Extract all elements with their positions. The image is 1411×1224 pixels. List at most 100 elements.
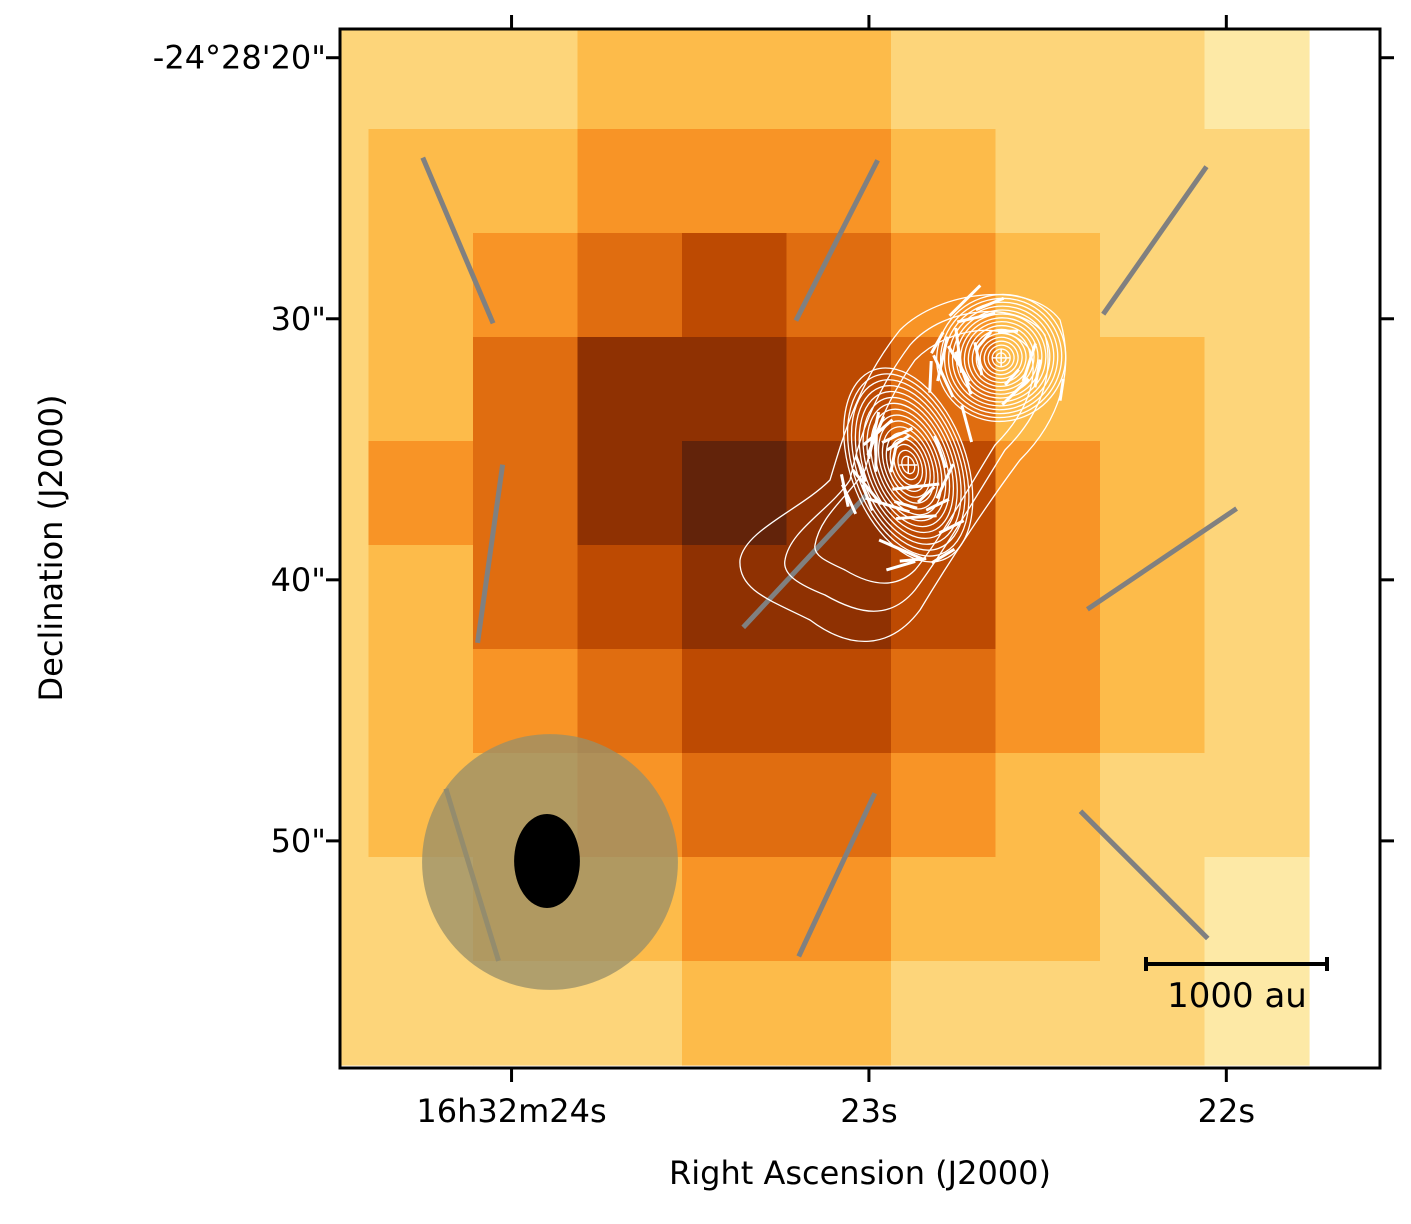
contour	[889, 437, 927, 492]
heatmap-cell	[1100, 545, 1206, 650]
heatmap-cell	[891, 753, 997, 858]
x-tick-label: 16h32m24s	[416, 1092, 606, 1130]
heatmap-cell	[368, 129, 474, 234]
heatmap-cell	[995, 29, 1101, 130]
polarization-vector	[1085, 506, 1239, 612]
polarization-vector-small	[854, 455, 868, 483]
polarization-vector-small	[1033, 359, 1042, 388]
polarization-vector-small	[893, 500, 918, 510]
x-axis-title: Right Ascension (J2000)	[669, 1154, 1051, 1192]
polarization-vector-small	[930, 331, 945, 355]
heatmap-cell	[340, 29, 370, 130]
y-tick-labels: -24°28'20" 30" 40" 50"	[153, 39, 326, 860]
heatmap-cell	[995, 649, 1101, 754]
polarization-vector-small	[1058, 378, 1065, 401]
heatmap	[340, 29, 1310, 1066]
contour	[846, 373, 970, 557]
heatmap-cell	[1204, 337, 1310, 442]
heatmap-cell	[473, 129, 579, 234]
polarization-vector	[420, 156, 496, 325]
heatmap-cell	[995, 545, 1101, 650]
contour	[936, 293, 1067, 423]
y-tick-label: 40"	[271, 561, 326, 599]
heatmap-cell	[1100, 649, 1206, 754]
heatmap-cell	[1204, 441, 1310, 546]
scalebar-label: 1000 au	[1167, 976, 1307, 1016]
polarization-vector-small	[862, 418, 894, 447]
contour	[983, 340, 1019, 376]
contour	[987, 344, 1015, 372]
heatmap-cell	[368, 29, 474, 130]
heatmap-cell	[577, 233, 683, 338]
polarization-vector-small	[878, 538, 923, 561]
polarization-vector-small	[886, 434, 910, 452]
heatmap-cell	[682, 753, 788, 858]
heatmap-cell	[1100, 961, 1206, 1066]
heatmap-cell	[577, 545, 683, 650]
contour	[862, 396, 955, 534]
polarization-vector-small	[839, 473, 850, 508]
heatmap-cell	[577, 129, 683, 234]
heatmap-cell	[891, 857, 997, 962]
polarization-vector-small	[954, 351, 973, 395]
heatmap-cell	[577, 337, 683, 442]
contour	[877, 420, 939, 510]
contour	[874, 414, 943, 516]
heatmap-cell	[682, 857, 788, 962]
heatmap-cell	[340, 649, 370, 754]
y-tick-label: 30"	[271, 300, 326, 338]
polarization-vector	[1078, 809, 1210, 941]
heatmap-cell	[1204, 857, 1310, 962]
polarization-vector-small	[948, 284, 982, 317]
heatmap-cell	[1204, 545, 1310, 650]
heatmap-cell	[368, 441, 474, 546]
x-tick-label: 23s	[840, 1092, 897, 1130]
heatmap-cell	[891, 233, 997, 338]
heatmap-cell	[995, 129, 1101, 234]
contour	[850, 379, 966, 551]
polarization-vector-small	[865, 496, 910, 514]
heatmap-cell	[682, 649, 788, 754]
heatmap-cell	[1204, 233, 1310, 338]
heatmap-cell	[682, 29, 788, 130]
heatmap-cell	[368, 649, 474, 754]
polarization-vector	[793, 159, 880, 322]
heatmap-cell	[473, 337, 579, 442]
scalebar: 1000 au	[1144, 957, 1329, 1016]
heatmap-cell	[340, 129, 370, 234]
polarization-vector-small	[935, 463, 955, 500]
y-axis-title: Declination (J2000)	[32, 395, 70, 702]
polarization-vector-small	[925, 497, 950, 512]
contour	[947, 305, 1055, 411]
heatmap-cell	[340, 961, 370, 1066]
heatmap-cell	[1204, 129, 1310, 234]
heatmap-cell	[786, 649, 892, 754]
heatmap-cell	[340, 545, 370, 650]
polarization-vector-small	[930, 547, 956, 565]
contour	[991, 348, 1011, 368]
heatmap-cell	[786, 129, 892, 234]
heatmap-cell	[1100, 29, 1206, 130]
y-tick-label: 50"	[271, 822, 326, 860]
polarization-vector-small	[895, 514, 937, 521]
polarization-vector	[741, 494, 868, 630]
contour	[897, 449, 920, 481]
heatmap-cell	[1100, 441, 1206, 546]
polarization-vector-small	[928, 360, 933, 393]
heatmap-cell	[577, 441, 683, 546]
heatmap-cell	[368, 233, 474, 338]
x-tick-label: 22s	[1198, 1092, 1255, 1130]
heatmap-cell	[891, 649, 997, 754]
heatmap-cell	[368, 961, 474, 1066]
polarization-vector-small	[1004, 368, 1020, 386]
y-tick-label: -24°28'20"	[153, 39, 326, 77]
heatmap-cell	[995, 961, 1101, 1066]
heatmap-cell	[995, 857, 1101, 962]
polarization-vector-small	[1001, 377, 1030, 406]
heatmap-cell	[1204, 753, 1310, 858]
heatmap-cell	[891, 29, 997, 130]
heatmap-cell	[682, 129, 788, 234]
heatmap-cell	[473, 233, 579, 338]
x-tick-labels: 16h32m24s 23s 22s	[416, 1092, 1255, 1130]
